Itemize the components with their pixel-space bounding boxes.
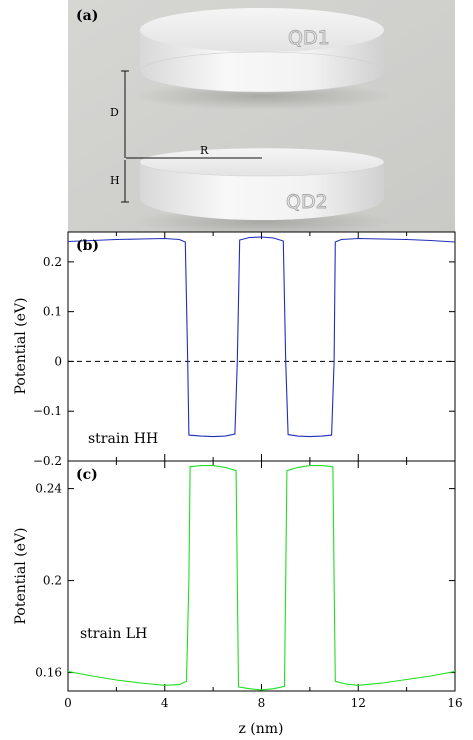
panel-c-x-tick-label: 4 xyxy=(161,696,169,710)
qd2-disc xyxy=(139,147,385,220)
dim-h-label: H xyxy=(110,174,120,187)
panel-c-x-tick-label: 8 xyxy=(258,696,266,710)
panel-c-y-ticks: 0.16 0.2 0.24 xyxy=(35,482,455,680)
panel-c-y-axis-label: Potential (eV) xyxy=(13,528,29,625)
panel-c-frame xyxy=(67,460,456,692)
qd2-label: QD2 xyxy=(286,191,328,213)
panel-b-y-tick-label: −0.1 xyxy=(33,404,62,418)
panel-c-y-tick-label: 0.16 xyxy=(35,666,62,680)
panel-c-x-tick-label: 0 xyxy=(64,696,72,710)
dim-r-label: R xyxy=(200,144,209,157)
panel-b-label: (b) xyxy=(76,238,99,254)
panel-c-x-tick-label: 16 xyxy=(447,696,462,710)
panel-b-annotation: strain HH xyxy=(88,431,158,447)
dim-d-label: D xyxy=(110,106,119,119)
panel-c-y-tick-label: 0.2 xyxy=(43,574,62,588)
panel-b: −0.2 −0.1 0 0.1 0.2 (b) strain HH Potential … xyxy=(13,231,456,468)
panel-b-frame xyxy=(67,231,456,462)
panel-b-x-ticks xyxy=(67,232,456,461)
panel-b-y-tick-label: 0.1 xyxy=(43,305,62,319)
dimension-lines xyxy=(121,70,262,203)
x-axis-label: z (nm) xyxy=(238,721,283,737)
qd1-disc xyxy=(139,8,385,93)
panel-c-annotation: strain LH xyxy=(80,626,147,642)
qd1-label: QD1 xyxy=(288,27,330,49)
panel-a: QD1 QD2 D R H (a) xyxy=(68,0,455,236)
panel-c-x-ticks: 0 4 8 12 16 xyxy=(64,461,463,710)
strain-lh-line xyxy=(67,465,456,691)
panel-b-y-tick-label: −0.2 xyxy=(33,454,62,468)
strain-hh-line xyxy=(67,236,456,438)
panel-c-label: (c) xyxy=(76,467,98,483)
panel-b-y-axis-label: Potential (eV) xyxy=(13,298,29,395)
panel-c-y-tick-label: 0.24 xyxy=(35,482,62,496)
panel-c-x-tick-label: 12 xyxy=(351,696,366,710)
panel-b-y-tick-label: 0 xyxy=(54,354,62,368)
panel-b-y-ticks: −0.2 −0.1 0 0.1 0.2 xyxy=(33,255,455,468)
panel-b-y-tick-label: 0.2 xyxy=(43,255,62,269)
panel-a-label: (a) xyxy=(76,8,98,24)
panel-c: 0.16 0.2 0.24 0 4 8 12 16 (c) strain LH Potent… xyxy=(13,460,463,737)
